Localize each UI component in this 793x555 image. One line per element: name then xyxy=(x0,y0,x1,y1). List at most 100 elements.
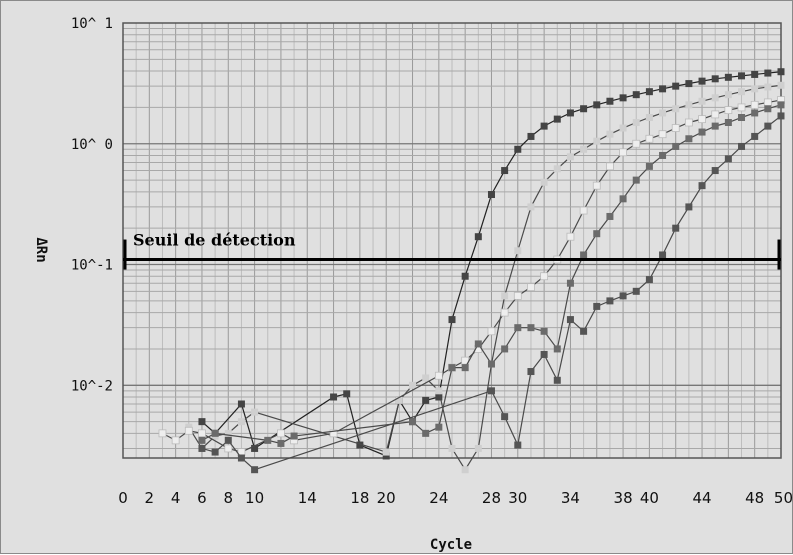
data-point xyxy=(198,418,206,426)
data-point xyxy=(724,91,732,99)
series-5 xyxy=(198,112,785,474)
data-point xyxy=(764,122,772,130)
data-point xyxy=(698,182,706,190)
data-point xyxy=(487,360,495,368)
data-point xyxy=(566,153,574,161)
data-point xyxy=(487,191,495,199)
data-point xyxy=(672,105,680,113)
data-point xyxy=(448,444,456,452)
data-point xyxy=(461,466,469,474)
data-point xyxy=(645,134,654,143)
data-point xyxy=(738,113,746,121)
data-point xyxy=(659,85,667,93)
data-point xyxy=(672,82,680,90)
data-point xyxy=(224,429,232,437)
data-point xyxy=(474,233,482,241)
data-point xyxy=(251,408,259,416)
data-point xyxy=(724,106,733,115)
data-point xyxy=(448,316,456,324)
data-point xyxy=(422,396,430,404)
data-point xyxy=(264,436,272,444)
series-layer xyxy=(158,68,785,474)
data-point xyxy=(632,118,640,126)
data-point xyxy=(409,381,417,389)
data-point xyxy=(356,441,364,449)
data-point xyxy=(632,91,640,99)
data-point xyxy=(684,118,693,127)
data-point xyxy=(606,162,614,171)
data-point xyxy=(251,444,259,452)
data-point xyxy=(435,423,443,431)
data-point xyxy=(553,376,561,384)
data-point xyxy=(343,390,351,398)
data-point xyxy=(224,444,233,453)
data-point xyxy=(290,432,298,440)
data-point xyxy=(777,101,785,109)
data-point xyxy=(501,292,509,300)
data-point xyxy=(619,148,627,157)
y-axis-title: ΔRn xyxy=(33,237,49,262)
x-tick-label: 38 xyxy=(614,489,633,507)
data-point xyxy=(764,83,772,91)
data-point xyxy=(198,436,206,444)
data-point xyxy=(685,203,693,211)
data-point xyxy=(198,429,206,438)
data-point xyxy=(448,364,456,372)
x-tick-label: 6 xyxy=(197,489,207,507)
data-point xyxy=(474,444,482,452)
x-tick-label: 40 xyxy=(640,489,659,507)
data-point xyxy=(237,400,245,408)
data-point xyxy=(658,130,667,139)
x-axis-title: Cycle xyxy=(430,537,472,553)
data-point xyxy=(685,135,693,143)
data-point xyxy=(698,115,706,124)
data-point xyxy=(579,206,588,215)
x-tick-label: 28 xyxy=(482,489,501,507)
data-point xyxy=(606,97,614,105)
data-point xyxy=(566,279,574,287)
y-tick-label: 10^-1 xyxy=(71,258,113,274)
data-point xyxy=(711,94,719,102)
data-point xyxy=(737,103,746,112)
series-3 xyxy=(158,96,785,456)
data-point xyxy=(461,364,469,372)
data-point xyxy=(619,195,627,203)
data-point xyxy=(395,396,403,404)
data-point xyxy=(751,132,759,140)
data-point xyxy=(514,441,522,449)
data-point xyxy=(777,81,785,89)
data-point xyxy=(382,448,390,456)
data-point xyxy=(619,124,627,132)
data-point xyxy=(645,162,653,170)
data-point xyxy=(409,418,417,426)
data-point xyxy=(435,393,443,401)
data-point xyxy=(487,387,495,395)
data-point xyxy=(711,167,719,175)
data-point xyxy=(645,113,653,121)
x-tick-label: 24 xyxy=(429,489,448,507)
data-point xyxy=(751,70,759,78)
data-point xyxy=(645,276,653,284)
data-point xyxy=(566,316,574,324)
series-line xyxy=(201,104,782,445)
data-point xyxy=(711,110,720,119)
data-point xyxy=(764,69,772,77)
data-point xyxy=(580,327,588,335)
series-line xyxy=(201,115,782,471)
data-point xyxy=(672,142,680,150)
threshold: Seuil de détection xyxy=(123,231,781,270)
data-point xyxy=(593,101,601,109)
data-point xyxy=(422,374,430,382)
x-tick-label: 4 xyxy=(171,489,181,507)
data-point xyxy=(329,429,338,438)
data-point xyxy=(514,145,522,153)
data-point xyxy=(184,426,193,435)
data-point xyxy=(553,115,561,123)
data-point xyxy=(211,448,219,456)
data-point xyxy=(527,368,535,376)
x-tick-label: 14 xyxy=(298,489,317,507)
data-point xyxy=(461,272,469,280)
data-point xyxy=(501,167,509,175)
data-point xyxy=(435,387,443,395)
